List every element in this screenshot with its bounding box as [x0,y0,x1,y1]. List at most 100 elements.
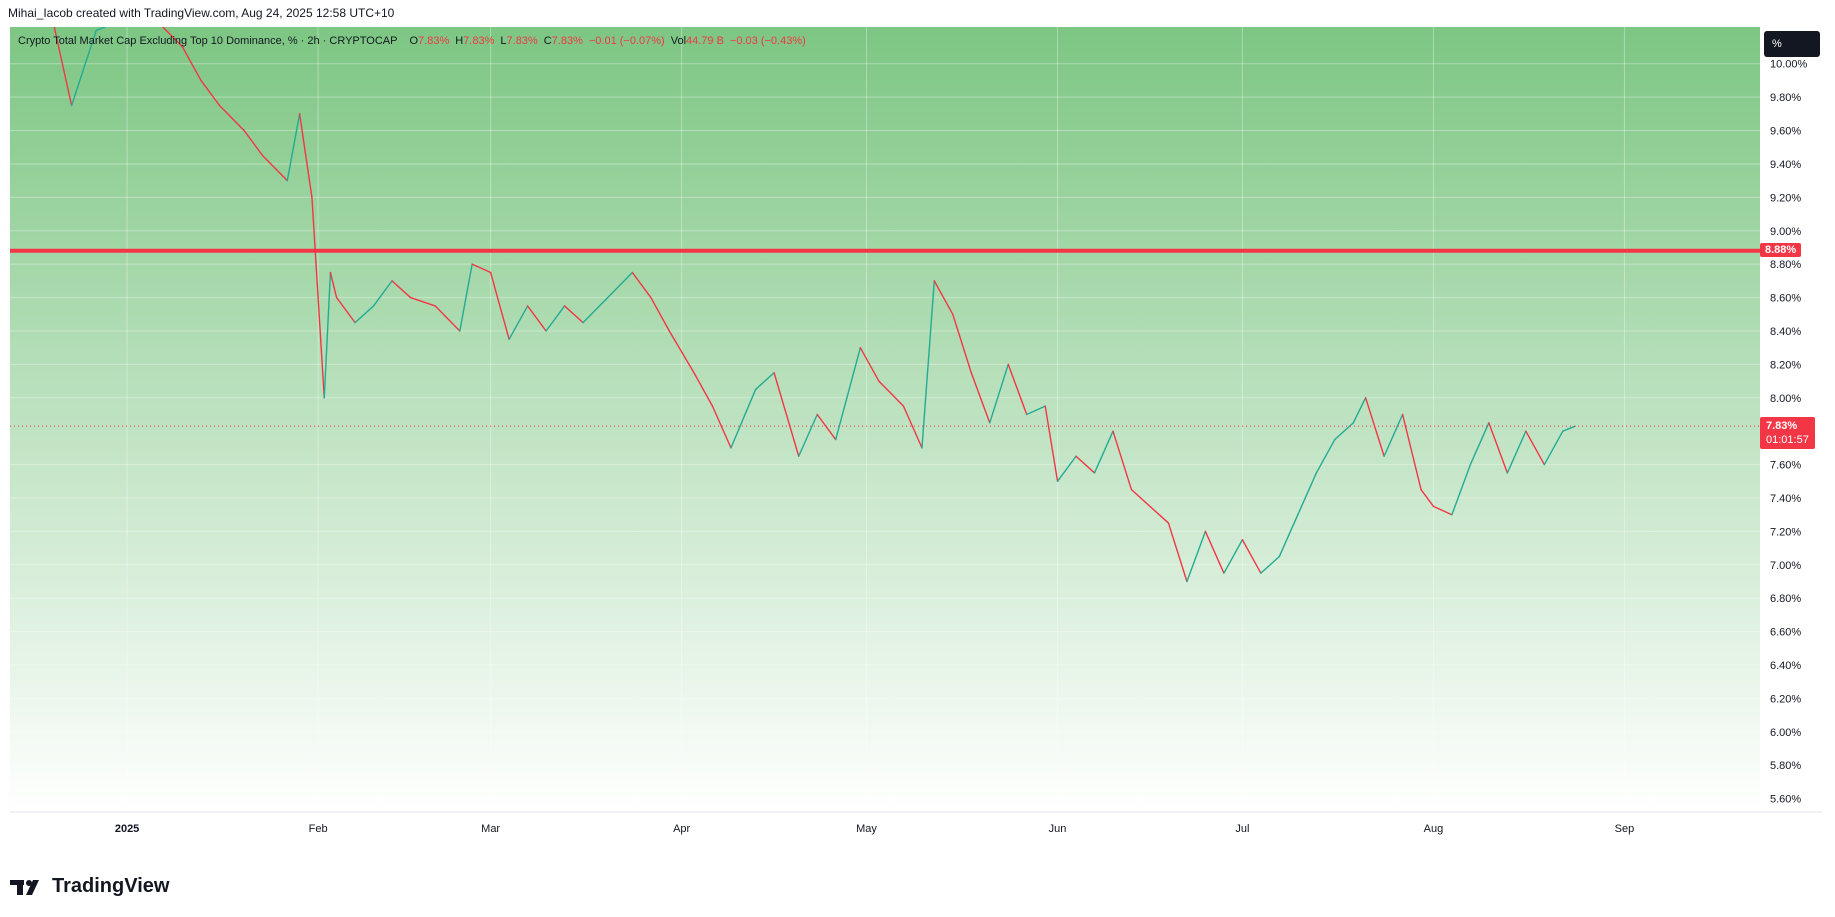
price-segment [1334,422,1355,441]
price-segment [1451,463,1472,516]
chart-plot[interactable]: 10.00% 9.80% 9.60% 9.40% 9.20% 9.00% 8.80% 8.60… [10,27,1822,857]
price-segment [1364,397,1385,457]
price-axis-label: 8.60% [1770,293,1801,305]
time-axis-label: Sep [1615,823,1635,835]
legend-open-label: O [409,35,419,47]
horizontal-level-line [10,248,1760,427]
price-axis-label: 7.40% [1770,493,1801,505]
price-segment [754,372,775,391]
grid-lines [10,27,1760,812]
price-segment [1297,472,1318,516]
price-segment [933,280,954,315]
price-segment [835,346,862,441]
price-axis-label: 9.20% [1770,192,1801,204]
price-segment [391,280,412,299]
time-axis-label: May [856,823,877,835]
time-axis-label: Aug [1424,823,1444,835]
price-axis-label: 8.00% [1770,393,1801,405]
price-segment [668,330,695,374]
price-segment [1401,413,1422,491]
price-segment [1469,422,1490,466]
price-segment [1026,405,1046,416]
legend-volume-change: −0.03 (−0.43%) [729,35,806,47]
price-segment [545,305,566,332]
price-segment [1112,430,1133,491]
symbol-legend: Crypto Total Market Cap Excluding Top 10… [18,35,806,47]
price-axis-label: 9.40% [1770,159,1801,171]
price-segment [773,372,800,457]
price-segment [181,46,202,82]
time-axis-background [10,812,1822,857]
price-axis-label: 8.80% [1770,259,1801,271]
time-axis-label: Jul [1235,823,1249,835]
price-segment [1167,522,1188,583]
price-segment [1075,455,1096,474]
time-axis-label: Mar [481,823,500,835]
price-segment [798,413,818,457]
price-segment [711,405,732,449]
price-segment [1204,530,1225,574]
last-price-value: 7.83% [1766,420,1798,433]
legend-open-value: 7.83% [418,35,450,47]
price-segment [261,154,288,182]
price-axis-label: 5.80% [1770,760,1801,772]
price-axis-label: 9.60% [1770,126,1801,138]
price-segment [970,372,991,424]
price-segment [1525,430,1546,466]
price-segment [631,271,652,299]
price-segment [1543,430,1564,466]
time-axis: 2025 Feb Mar Apr May Jun Jul Aug Sep [10,811,1822,857]
price-segment [1186,530,1207,583]
price-axis-label: 6.60% [1770,627,1801,639]
bar-countdown: 01:01:57 [1766,434,1809,447]
tradingview-logo-text: TradingView [52,875,170,897]
price-segment [878,380,905,407]
price-segment [1315,438,1336,474]
price-segment [471,263,492,274]
level-price-tag: 8.88% [1760,242,1802,257]
price-axis-label: 6.00% [1770,727,1801,739]
percent-scale-button[interactable]: % [1764,31,1820,57]
price-segment [1352,397,1367,424]
price-segment [218,104,245,132]
price-segment [582,296,609,324]
price-segment [409,296,436,307]
price-segment [1130,488,1151,508]
price-axis-label: 6.80% [1770,593,1801,605]
tradingview-logo[interactable]: TradingView [10,875,169,898]
price-segment [286,113,301,182]
price-segment [1506,430,1527,474]
price-segment [952,313,972,374]
legend-volume-value: 44.79 B [686,35,724,47]
last-price-tag: 7.83% 01:01:57 [1760,417,1815,450]
legend-low-label: L [500,35,507,47]
price-segment [1278,514,1299,558]
legend-high-label: H [455,35,464,47]
price-axis-label: 9.00% [1770,226,1801,238]
time-axis-label: Apr [673,823,690,835]
price-axis-label: 9.80% [1770,92,1801,104]
time-axis-label: Jun [1049,823,1067,835]
price-segment [1007,363,1028,416]
price-segment [989,363,1009,424]
price-segment [53,27,73,107]
legend-symbol[interactable]: Crypto Total Market Cap Excluding Top 10… [18,35,398,47]
price-segment [323,271,332,399]
price-segment [95,27,107,32]
price-segment [902,405,923,449]
price-segment [459,263,473,332]
price-segment [329,271,338,299]
price-segment [372,280,393,307]
chart-credit: Mihai_Iacob created with TradingView.com… [8,6,395,20]
price-axis-label: 10.00% [1770,59,1808,71]
price-segment [243,129,264,157]
legend-close-label: C [543,35,552,47]
price-segment [1241,539,1262,574]
price-segment [607,271,634,299]
price-segment [816,413,837,441]
price-axis-label: 8.40% [1770,326,1801,338]
price-segment [335,296,356,324]
legend-close-value: 7.83% [551,35,583,47]
price-segment [1044,405,1059,482]
price-axis-label: 7.60% [1770,460,1801,472]
